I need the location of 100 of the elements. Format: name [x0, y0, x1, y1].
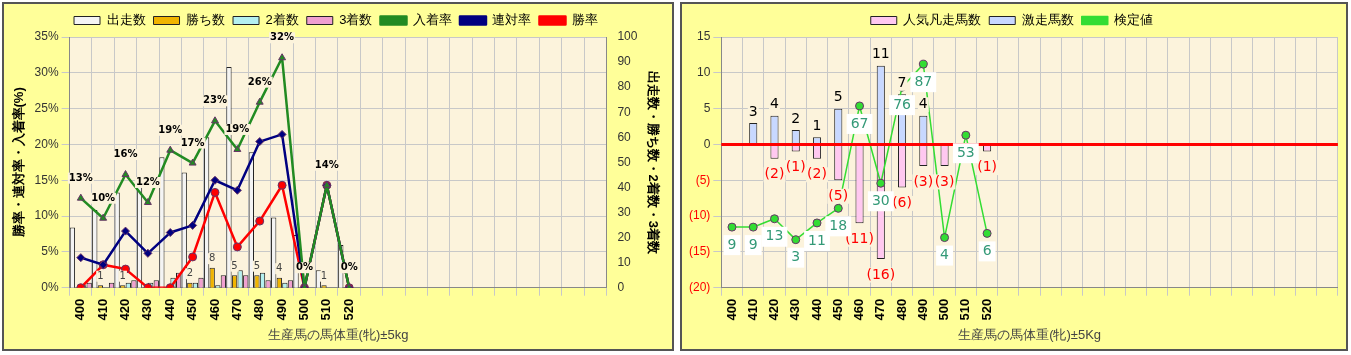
x-tick-label: 440 — [161, 298, 177, 321]
x-tick-label: 420 — [117, 298, 133, 321]
x-tick-label: 450 — [184, 298, 200, 321]
data-label: 3 — [791, 248, 801, 265]
data-label: 18 — [829, 216, 848, 233]
x-tick-label: 510 — [957, 298, 973, 321]
y-tick-label: 5% — [41, 244, 59, 259]
x-tick-label: 440 — [808, 298, 824, 321]
y-tick-label: 0 — [703, 136, 711, 151]
data-label: (6) — [892, 194, 912, 211]
data-label: 4 — [940, 246, 950, 263]
data-label: (5) — [828, 186, 849, 203]
data-label: 87 — [914, 72, 933, 89]
y-axis-title: 勝率・連対率・入着率(%) — [11, 87, 27, 239]
x-tick-label: 430 — [139, 298, 155, 321]
y2-tick-label: 90 — [617, 54, 632, 69]
y-tick-label: 30% — [34, 65, 59, 80]
data-label: 12% — [135, 176, 160, 188]
legend-label: 激走馬数 — [1021, 12, 1074, 28]
data-label: 1 — [119, 269, 126, 281]
legend-label: 勝率 — [571, 12, 598, 28]
data-label: 6 — [982, 242, 992, 259]
legend-label: 勝ち数 — [186, 12, 226, 28]
data-label: 4 — [770, 95, 780, 112]
data-label: 1 — [97, 269, 104, 281]
y-tick-label: (15) — [689, 244, 711, 259]
x-tick-label: 500 — [296, 298, 312, 321]
data-label: 3 — [748, 102, 758, 119]
data-label: 5 — [231, 259, 238, 271]
y2-tick-label: 30 — [617, 204, 632, 219]
data-label: (2) — [764, 165, 785, 182]
data-label: 14% — [314, 158, 339, 170]
x-tick-label: 400 — [723, 298, 739, 321]
data-label: 2 — [186, 267, 194, 279]
x-tick-label: 410 — [94, 298, 110, 321]
y2-tick-label: 0 — [617, 280, 625, 295]
y-tick-label: 15% — [34, 172, 59, 187]
data-label: 19% — [158, 123, 183, 135]
data-label: 13 — [765, 227, 784, 244]
y-tick-label: 25% — [34, 100, 59, 115]
y2-tick-label: 60 — [617, 129, 632, 144]
legend-label: 出走数 — [106, 12, 146, 28]
data-label: 1 — [320, 269, 328, 281]
x-tick-label: 520 — [978, 298, 994, 321]
x-tick-label: 410 — [744, 298, 760, 321]
data-label: 67 — [850, 114, 869, 131]
data-label: 13% — [68, 171, 93, 183]
data-label: 4 — [918, 95, 928, 112]
legend-label: 人気凡走馬数 — [903, 12, 982, 28]
y-tick-label: 20% — [34, 136, 59, 151]
data-label: (2) — [807, 165, 827, 182]
x-tick-label: 470 — [228, 298, 244, 321]
x-axis-title: 生産馬の馬体重(牝)±5kg — [267, 326, 409, 342]
legend-label: 入着率 — [412, 12, 452, 28]
data-label: 76 — [893, 95, 912, 112]
x-tick-label: 460 — [851, 298, 867, 321]
data-label: 8 — [209, 252, 216, 264]
data-label: 5 — [833, 88, 843, 105]
data-label: 2 — [791, 109, 801, 126]
y2-tick-label: 50 — [617, 154, 632, 169]
data-label: 23% — [203, 94, 227, 106]
data-label: 30 — [871, 191, 890, 208]
data-label: 11 — [808, 231, 826, 248]
data-label: 9 — [748, 235, 758, 252]
data-label: 0% — [295, 261, 313, 273]
legend-label: 連対率 — [492, 12, 532, 28]
data-label: 32% — [270, 31, 295, 43]
x-tick-label: 520 — [340, 298, 356, 321]
data-label: 26% — [247, 75, 272, 87]
data-label: (1) — [977, 158, 998, 175]
data-label: 53 — [956, 143, 975, 160]
data-label: 11 — [871, 45, 890, 62]
y-tick-label: 15 — [696, 29, 711, 44]
y-tick-label: 35% — [34, 29, 59, 44]
x-tick-label: 490 — [273, 298, 289, 321]
data-label: 9 — [727, 235, 737, 252]
legend-label: 3着数 — [339, 12, 373, 28]
data-label: 10% — [91, 191, 116, 203]
y2-tick-label: 10 — [617, 254, 632, 269]
data-label: (3) — [913, 172, 934, 189]
y2-axis-title: 出走数・勝ち数・2着数・3着数 — [645, 70, 661, 256]
legend-label: 2着数 — [265, 12, 299, 28]
x-tick-label: 480 — [251, 298, 267, 321]
y2-tick-label: 20 — [617, 229, 632, 244]
y2-tick-label: 70 — [617, 104, 632, 119]
data-label: 17% — [180, 136, 205, 148]
y-tick-label: (20) — [689, 280, 711, 295]
y-tick-label: 5 — [703, 100, 711, 115]
data-label: (16) — [866, 265, 896, 282]
x-tick-label: 470 — [872, 298, 888, 321]
y-tick-label: 10% — [34, 208, 59, 223]
x-tick-label: 460 — [206, 298, 222, 321]
data-label: 0% — [340, 261, 358, 273]
y-tick-label: (10) — [689, 208, 711, 223]
y2-tick-label: 100 — [617, 29, 638, 44]
x-tick-label: 510 — [318, 298, 334, 321]
x-tick-label: 490 — [914, 298, 930, 321]
y-tick-label: (5) — [695, 172, 711, 187]
x-axis-title: 生産馬の馬体重(牝)±5Kg — [958, 326, 1102, 342]
data-label: 19% — [225, 123, 250, 135]
